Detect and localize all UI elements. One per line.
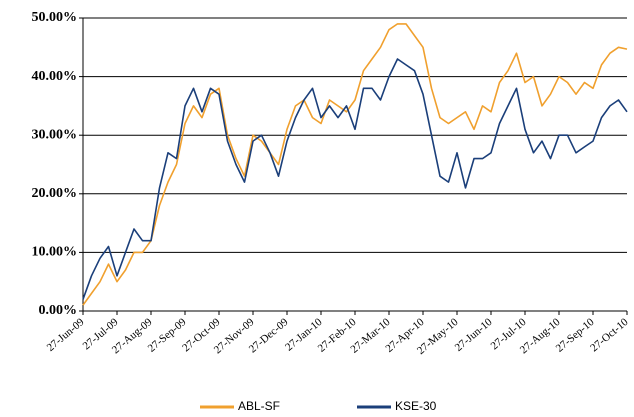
x-tick-label: 27-Oct-10 [588,316,631,355]
y-tick-label: 0.00% [39,303,78,318]
y-tick-label: 10.00% [32,245,78,260]
legend-label: ABL-SF [238,399,280,413]
y-tick-label: 20.00% [32,186,78,201]
legend-label: KSE-30 [395,399,437,413]
y-tick-label: 40.00% [32,69,78,84]
series-line [82,23,628,306]
series-line [82,58,628,300]
y-tick-label: 30.00% [32,127,78,142]
x-tick-label: 27-Jun-10 [453,316,495,354]
y-tick-label: 50.00% [32,10,78,25]
x-tick-label: 27-Jun-09 [45,316,87,354]
